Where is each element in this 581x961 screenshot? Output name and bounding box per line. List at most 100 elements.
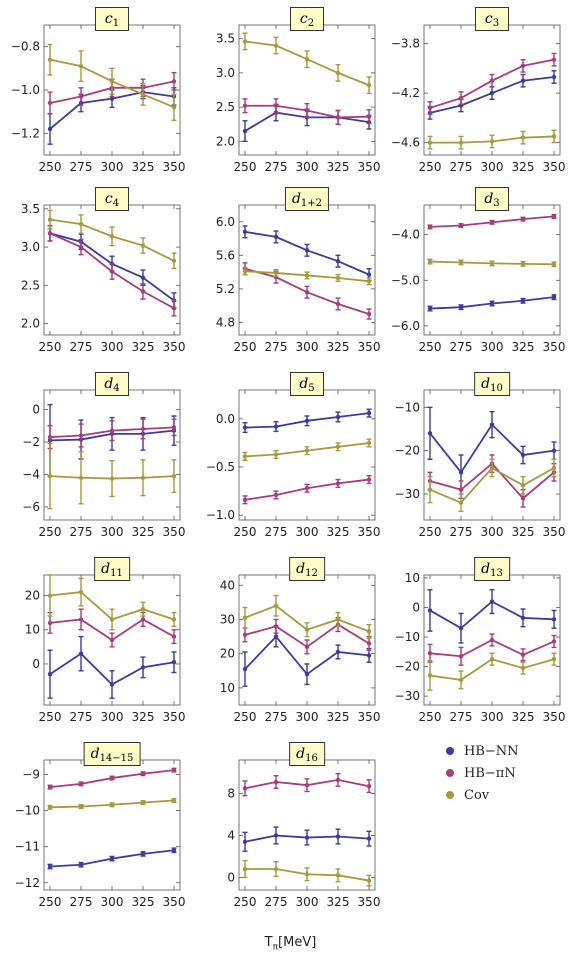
panel-d12: 250 275 300 325 350 10 20 30 40 d12	[205, 555, 394, 744]
x-tick-label: 250	[39, 340, 62, 354]
panel-title: c4	[95, 187, 129, 211]
panel-title-subscript: 1+2	[300, 198, 323, 209]
data-point	[427, 306, 433, 311]
data-point	[242, 866, 248, 872]
data-point	[304, 782, 310, 788]
panel-plot: 250 275 300 325 350 −1.2 −1.0 −0.8	[11, 24, 185, 174]
data-point	[140, 475, 146, 480]
x-tick-label: 250	[234, 895, 257, 909]
data-point	[551, 448, 557, 453]
data-point	[171, 105, 177, 110]
y-tick-label: 5.6	[216, 248, 235, 262]
data-point	[427, 259, 433, 264]
data-point	[520, 78, 526, 83]
panel-c4: 250 275 300 325 350 2.0 2.5 3.0 3.5 c4	[10, 185, 199, 374]
data-point	[304, 835, 310, 840]
data-point	[489, 90, 495, 96]
series-cov	[47, 442, 177, 510]
panel-plot: 250 275 300 325 350 2.0 2.5 3.0 3.5	[216, 24, 380, 174]
series-hb-nn	[242, 625, 372, 687]
y-tick-label: 30	[220, 612, 235, 626]
data-point	[78, 651, 84, 656]
data-point	[489, 139, 495, 144]
panel-title-subscript: 14−15	[99, 753, 134, 764]
data-point	[335, 414, 341, 420]
data-point	[273, 624, 279, 629]
y-tick-label: 0	[227, 870, 235, 884]
panel-d3: 250 275 300 325 350 −6.0 −5.0 −4.0 d3	[390, 185, 579, 374]
data-point	[171, 798, 177, 803]
data-point	[109, 234, 115, 239]
y-tick-label: −1.0	[206, 508, 235, 522]
panel-d5: 250 275 300 325 350 −1.0 −0.5 0.0 d5	[205, 370, 394, 559]
data-point	[47, 593, 53, 598]
x-tick-label: 350	[358, 525, 381, 539]
data-point	[47, 620, 53, 626]
x-tick-label: 325	[132, 340, 155, 354]
data-point	[427, 651, 433, 656]
series-cov	[47, 797, 177, 810]
data-point	[78, 94, 84, 99]
y-tick-label: 2.0	[216, 134, 235, 148]
data-point	[489, 422, 495, 427]
data-point	[458, 140, 464, 145]
panel-d14-15: 250 275 300 325 350 −12 −11 −10 −9 d14−15	[10, 740, 199, 929]
x-tick-label: 250	[419, 710, 442, 724]
data-point	[109, 617, 115, 622]
data-point	[273, 866, 279, 872]
data-point	[304, 418, 310, 424]
data-point	[47, 217, 53, 222]
data-point	[304, 644, 310, 650]
panel-plot: 250 275 300 325 350 −30 −20 −10	[395, 389, 565, 539]
panel-title: d3	[475, 187, 509, 211]
y-tick-label: −11	[15, 840, 40, 854]
data-point	[78, 433, 84, 438]
x-tick-label: 275	[265, 525, 288, 539]
x-tick-label: 300	[296, 710, 319, 724]
data-point	[427, 608, 433, 613]
x-tick-label: 325	[327, 710, 350, 724]
y-tick-label: 8	[227, 787, 235, 801]
data-point	[78, 804, 84, 809]
series-hb-nn	[47, 635, 177, 699]
x-tick-label: 350	[358, 710, 381, 724]
data-point	[78, 589, 84, 595]
data-point	[551, 214, 557, 219]
data-point	[304, 290, 310, 295]
x-tick-label: 275	[450, 525, 473, 539]
y-tick-label: −1.2	[11, 126, 40, 140]
panel-title: d16	[289, 742, 325, 766]
series-cov	[242, 594, 372, 639]
data-point	[335, 275, 341, 281]
x-tick-label: 300	[101, 710, 124, 724]
panel-title: d14−15	[83, 742, 141, 766]
x-tick-label: 300	[481, 160, 504, 174]
data-point	[335, 481, 341, 486]
data-point	[273, 634, 279, 639]
series-cov	[242, 859, 372, 887]
data-point	[304, 627, 310, 632]
data-point	[140, 92, 146, 97]
y-tick-label: −4.6	[391, 136, 420, 150]
y-tick-label: 20	[220, 647, 235, 661]
data-point	[171, 634, 177, 639]
series-hb-pin	[242, 98, 372, 125]
x-tick-label: 350	[543, 160, 566, 174]
data-point	[427, 487, 433, 492]
series-hb-pin	[427, 52, 557, 115]
data-point	[242, 425, 248, 430]
data-point	[140, 607, 146, 612]
x-tick-label: 250	[234, 710, 257, 724]
x-tick-label: 275	[70, 895, 93, 909]
y-tick-label: −20	[395, 660, 420, 674]
x-tick-label: 350	[163, 895, 186, 909]
panel-title-main: c	[484, 11, 493, 27]
data-point	[551, 465, 557, 471]
x-tick-label: 350	[358, 895, 381, 909]
y-tick-label: −10	[15, 804, 40, 818]
y-tick-label: −6.0	[391, 319, 420, 333]
y-tick-label: 20	[25, 589, 40, 603]
data-point	[273, 424, 279, 429]
y-tick-label: −5.0	[391, 273, 420, 287]
panel-plot: 250 275 300 325 350 −4.6 −4.2 −3.8	[391, 24, 566, 174]
